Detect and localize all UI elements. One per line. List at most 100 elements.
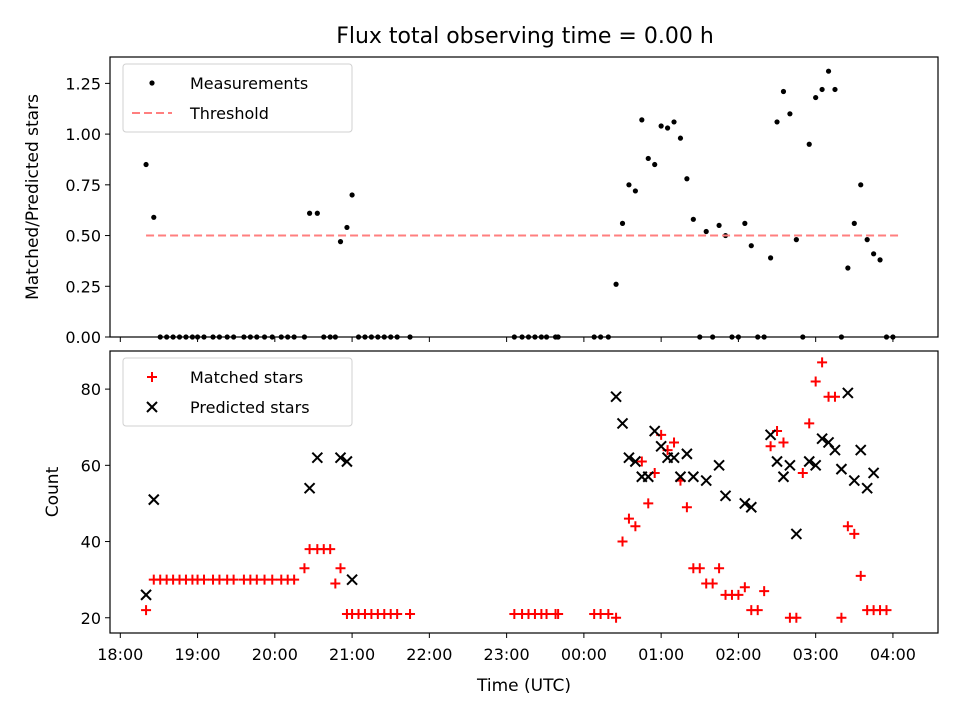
matched-stars-point <box>849 528 860 539</box>
legend-predicted-stars-label: Predicted stars <box>190 398 310 417</box>
ratio-y-tick-label: 0.50 <box>65 227 101 246</box>
measurements-point <box>632 188 638 194</box>
ratio-y-axis-label: Matched/Predicted stars <box>23 94 43 300</box>
count-y-tick-label: 20 <box>81 609 101 628</box>
measurements-point <box>210 334 216 340</box>
matched-stars-point <box>817 357 828 368</box>
measurements-point <box>858 182 864 188</box>
predicted-stars-point <box>629 455 642 468</box>
count-x-tick-label: 23:00 <box>484 645 530 664</box>
measurements-point <box>806 141 812 147</box>
matched-stars-point <box>669 437 680 448</box>
predicted-stars-point <box>777 471 790 483</box>
matched-stars-point <box>299 563 310 574</box>
measurements-point <box>619 220 626 226</box>
measurements-point <box>394 334 400 340</box>
predicted-stars-point <box>346 573 358 586</box>
legend-measurements-label: Measurements <box>190 74 308 93</box>
count-panel-frame <box>109 350 939 634</box>
chart-title: Flux total observing time = 0.00 h <box>336 24 714 49</box>
ratio-panel: Matched/Predicted stars Measurements Thre… <box>23 56 939 347</box>
predicted-stars-point <box>681 448 693 460</box>
ratio-y-tick-label: 0.75 <box>65 176 101 195</box>
measurements-point <box>755 334 761 340</box>
matched-stars-point <box>707 578 718 589</box>
matched-stars-point <box>881 605 892 616</box>
legend-threshold-label: Threshold <box>189 104 269 123</box>
measurements-point <box>261 334 268 340</box>
predicted-stars-point <box>140 589 152 601</box>
measurements-point <box>832 86 838 93</box>
measurements-point <box>349 192 355 198</box>
measurements-point <box>598 334 604 340</box>
predicted-stars-point <box>148 493 160 506</box>
count-x-tick-label: 00:00 <box>561 645 607 664</box>
measurements-point <box>176 334 183 340</box>
predicted-stars-point <box>623 451 635 464</box>
measurements-point <box>201 334 207 340</box>
measurements-point <box>362 334 368 340</box>
matched-stars-point <box>630 521 641 532</box>
measurements-point <box>716 222 722 229</box>
predicted-stars-point <box>809 459 822 472</box>
measurements-point <box>314 210 320 216</box>
predicted-stars-point <box>610 391 622 403</box>
count-legend: Matched stars Predicted stars <box>122 357 353 427</box>
measurements-point <box>164 334 170 340</box>
matched-stars-point <box>141 605 152 616</box>
measurements-point <box>511 334 517 340</box>
measurements-point <box>645 155 651 162</box>
measurements-point <box>269 334 275 340</box>
ratio-y-tick-label: 0.25 <box>65 277 101 296</box>
matched-stars-point <box>623 513 634 524</box>
matched-stars-point <box>752 605 763 616</box>
measurements-point <box>344 224 350 231</box>
measurements-point <box>538 334 544 340</box>
predicted-stars-point <box>334 451 347 464</box>
measurements-point <box>890 334 896 340</box>
matched-stars-point <box>842 521 853 532</box>
predicted-stars-point <box>790 528 803 540</box>
ratio-y-tick-label: 1.00 <box>65 125 101 144</box>
predicted-stars-point <box>835 463 848 475</box>
measurements-point <box>143 161 149 168</box>
legend-matched-stars-swatch <box>147 372 157 382</box>
matched-stars-point <box>541 608 552 619</box>
measurements-point <box>883 334 890 340</box>
matched-stars-point <box>267 574 278 585</box>
predicted-stars-point <box>687 471 700 483</box>
predicted-stars-point <box>719 490 732 502</box>
predicted-stars-point <box>311 451 324 464</box>
matched-stars-point <box>643 498 654 509</box>
matched-stars-point <box>810 376 821 387</box>
measurements-point <box>183 334 189 340</box>
measurements-point <box>761 334 767 340</box>
measurements-point <box>151 214 157 220</box>
measurements-point <box>525 334 532 340</box>
predicted-stars-point <box>303 482 316 494</box>
measurements-point <box>710 334 716 340</box>
measurements-point <box>780 88 787 95</box>
measurements-point <box>658 123 664 129</box>
count-x-tick-label: 03:00 <box>793 645 839 664</box>
measurements-point <box>703 228 709 235</box>
measurements-point <box>591 334 597 340</box>
measurements-point <box>845 265 851 271</box>
measurements-point <box>519 334 525 340</box>
measurements-point <box>543 334 550 340</box>
count-x-tick-label: 02:00 <box>715 645 761 664</box>
measurements-point <box>355 334 362 340</box>
matched-stars-point <box>836 612 847 623</box>
count-y-tick-label: 60 <box>81 456 101 475</box>
ratio-y-tick-label: 0.00 <box>65 328 101 347</box>
measurements-point <box>664 125 671 131</box>
measurements-point <box>306 210 313 216</box>
measurements-point <box>838 334 845 340</box>
predicted-stars-point <box>803 455 815 468</box>
predicted-stars-point <box>642 471 654 483</box>
matched-stars-point <box>797 467 808 478</box>
measurements-point <box>532 334 538 340</box>
predicted-stars-point <box>867 467 880 479</box>
measurements-point <box>813 94 819 101</box>
ratio-y-tick-label: 1.25 <box>65 74 101 93</box>
